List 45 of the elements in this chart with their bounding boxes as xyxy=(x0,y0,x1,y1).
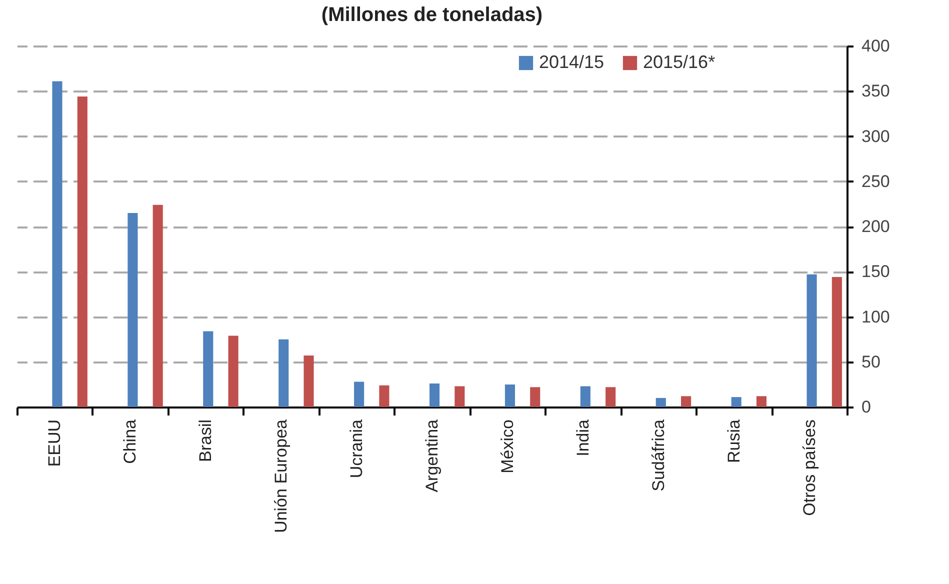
x-tick-label: EEUU xyxy=(45,420,64,467)
x-tick-label: Rusia xyxy=(724,418,744,463)
y-tick-label: 350 xyxy=(862,82,890,101)
x-tick-label: Ucrania xyxy=(347,418,366,478)
bar xyxy=(606,387,616,407)
x-tick-label: China xyxy=(120,418,140,464)
x-tick-label: Argentina xyxy=(422,418,442,492)
y-tick-label: 100 xyxy=(862,307,890,326)
y-tick-label: 200 xyxy=(862,217,890,236)
y-tick-label: 300 xyxy=(862,126,890,146)
x-tick-label: Unión Europea xyxy=(272,418,291,533)
y-tick-label: 400 xyxy=(862,36,890,56)
bar xyxy=(731,397,742,407)
bar xyxy=(429,384,440,407)
y-tick-label: 0 xyxy=(862,398,871,416)
bar xyxy=(203,331,214,407)
x-tick-label: Brasil xyxy=(196,420,216,462)
bar xyxy=(454,386,465,407)
bar xyxy=(681,396,692,407)
bar xyxy=(354,382,364,407)
legend-label: 2014/15 xyxy=(539,52,604,72)
y-tick-label: 150 xyxy=(862,262,890,282)
x-tick-label: Otros países xyxy=(800,420,819,516)
x-tick-label: India xyxy=(573,418,592,456)
bar xyxy=(756,396,767,407)
bar xyxy=(228,336,238,407)
bar xyxy=(152,204,163,407)
bar xyxy=(128,212,138,407)
bar xyxy=(504,384,515,407)
bar xyxy=(580,386,590,407)
bar xyxy=(379,385,390,407)
bar xyxy=(304,356,314,407)
bar xyxy=(52,81,62,407)
bar xyxy=(278,339,289,407)
y-tick-label: 250 xyxy=(862,172,890,191)
y-tick-label: 50 xyxy=(862,352,880,372)
bar xyxy=(656,398,666,407)
legend-label: 2015/16* xyxy=(643,52,716,72)
bar xyxy=(77,96,88,407)
x-tick-label: Sudáfrica xyxy=(648,418,668,492)
x-tick-label: México xyxy=(498,420,517,474)
bar xyxy=(806,274,817,407)
bar xyxy=(832,277,842,407)
bar xyxy=(530,387,540,407)
chart-title: (Millones de toneladas) xyxy=(321,4,543,26)
